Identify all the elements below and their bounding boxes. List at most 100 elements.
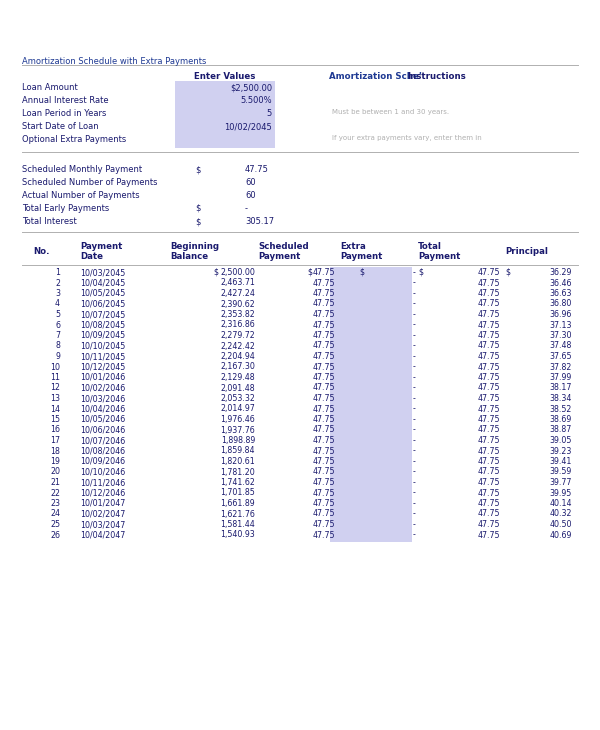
- Text: 19: 19: [50, 457, 60, 466]
- Text: 2,279.72: 2,279.72: [220, 331, 255, 340]
- Text: $: $: [505, 268, 510, 277]
- Text: 305.17: 305.17: [245, 217, 274, 226]
- Text: 2,316.86: 2,316.86: [220, 320, 255, 329]
- Text: 39.05: 39.05: [550, 436, 572, 445]
- Text: 1,898.89: 1,898.89: [221, 436, 255, 445]
- Text: 37.48: 37.48: [550, 342, 572, 350]
- Text: 47.75: 47.75: [478, 457, 500, 466]
- Text: 47.75: 47.75: [478, 436, 500, 445]
- Text: 47.75: 47.75: [478, 520, 500, 529]
- Text: 2,353.82: 2,353.82: [220, 310, 255, 319]
- Text: No.: No.: [33, 247, 49, 256]
- Text: 47.75: 47.75: [313, 499, 335, 508]
- Text: $: $: [359, 268, 364, 277]
- Text: 23: 23: [50, 499, 60, 508]
- Text: 47.75: 47.75: [313, 394, 335, 403]
- Text: -: -: [412, 426, 415, 434]
- Text: 5: 5: [55, 310, 60, 319]
- Text: 21: 21: [50, 478, 60, 487]
- Text: $: $: [418, 268, 423, 277]
- Text: Payment: Payment: [340, 252, 382, 261]
- Text: 47.75: 47.75: [245, 165, 269, 174]
- Text: 39.95: 39.95: [550, 488, 572, 498]
- Text: 40.32: 40.32: [550, 510, 572, 518]
- Text: Total Interest: Total Interest: [22, 217, 77, 226]
- Text: 47.75: 47.75: [313, 352, 335, 361]
- Text: Annual Interest Rate: Annual Interest Rate: [22, 96, 109, 105]
- Text: 10/10/2045: 10/10/2045: [80, 342, 125, 350]
- Text: 47.75: 47.75: [478, 279, 500, 288]
- Text: 47.75: 47.75: [313, 478, 335, 487]
- Text: Enter Values: Enter Values: [194, 72, 256, 81]
- Text: Amortization Sche’: Amortization Sche’: [329, 72, 422, 81]
- Text: 47.75: 47.75: [478, 268, 500, 277]
- Text: 37.13: 37.13: [550, 320, 572, 329]
- Text: 10/03/2047: 10/03/2047: [80, 520, 125, 529]
- Text: 10/02/2045: 10/02/2045: [224, 122, 272, 131]
- Text: 10/01/2047: 10/01/2047: [80, 499, 125, 508]
- Text: 37.30: 37.30: [550, 331, 572, 340]
- Text: -: -: [412, 394, 415, 403]
- Text: 1,937.76: 1,937.76: [220, 426, 255, 434]
- Text: 10/05/2046: 10/05/2046: [80, 415, 125, 424]
- Text: 5: 5: [267, 109, 272, 118]
- Text: 10/10/2046: 10/10/2046: [80, 467, 125, 477]
- Text: 47.75: 47.75: [478, 331, 500, 340]
- Text: 47.75: 47.75: [313, 510, 335, 518]
- Text: -: -: [412, 467, 415, 477]
- Text: 11: 11: [50, 373, 60, 382]
- Text: 47.75: 47.75: [478, 447, 500, 456]
- Text: Instructions: Instructions: [407, 72, 466, 81]
- Text: 47.75: 47.75: [478, 363, 500, 372]
- Text: 10/06/2046: 10/06/2046: [80, 426, 125, 434]
- Text: 37.65: 37.65: [550, 352, 572, 361]
- Text: -: -: [412, 352, 415, 361]
- Text: 47.75: 47.75: [313, 426, 335, 434]
- Text: 47.75: 47.75: [313, 436, 335, 445]
- Text: 9: 9: [55, 352, 60, 361]
- Text: 47.75: 47.75: [313, 531, 335, 539]
- Text: 38.87: 38.87: [550, 426, 572, 434]
- Text: Loan Amount: Loan Amount: [22, 83, 78, 92]
- Text: 1,581.44: 1,581.44: [220, 520, 255, 529]
- Text: 47.75: 47.75: [478, 310, 500, 319]
- Text: 40.69: 40.69: [550, 531, 572, 539]
- Text: -: -: [412, 289, 415, 298]
- Text: 47.75: 47.75: [313, 310, 335, 319]
- Text: -: -: [412, 520, 415, 529]
- Text: $: $: [307, 268, 312, 277]
- Text: 10/12/2046: 10/12/2046: [80, 488, 125, 498]
- Text: Must be between 1 and 30 years.: Must be between 1 and 30 years.: [332, 109, 449, 115]
- Text: Extra: Extra: [340, 242, 366, 251]
- Text: Start Date of Loan: Start Date of Loan: [22, 122, 98, 131]
- Text: -: -: [412, 320, 415, 329]
- Text: 2,129.48: 2,129.48: [220, 373, 255, 382]
- Text: -: -: [412, 279, 415, 288]
- Text: Scheduled Monthly Payment: Scheduled Monthly Payment: [22, 165, 142, 174]
- Text: 47.75: 47.75: [478, 510, 500, 518]
- Text: 10/09/2045: 10/09/2045: [80, 331, 125, 340]
- Text: 47.75: 47.75: [478, 531, 500, 539]
- Text: 37.99: 37.99: [550, 373, 572, 382]
- Text: 10/05/2045: 10/05/2045: [80, 289, 125, 298]
- Text: $: $: [195, 204, 200, 213]
- Text: 10/12/2045: 10/12/2045: [80, 363, 125, 372]
- Text: 47.75: 47.75: [478, 352, 500, 361]
- FancyBboxPatch shape: [330, 267, 412, 542]
- Text: -: -: [245, 204, 248, 213]
- Text: 1,820.61: 1,820.61: [220, 457, 255, 466]
- Text: 10/11/2046: 10/11/2046: [80, 478, 125, 487]
- Text: 36.63: 36.63: [550, 289, 572, 298]
- Text: -: -: [412, 331, 415, 340]
- Text: 10/04/2045: 10/04/2045: [80, 279, 125, 288]
- Text: -: -: [412, 404, 415, 413]
- Text: 47.75: 47.75: [313, 331, 335, 340]
- Text: 36.96: 36.96: [550, 310, 572, 319]
- Text: 47.75: 47.75: [478, 488, 500, 498]
- Text: 1,661.89: 1,661.89: [220, 499, 255, 508]
- Text: 22: 22: [50, 488, 60, 498]
- Text: -: -: [412, 299, 415, 309]
- Text: 2: 2: [55, 279, 60, 288]
- Text: Total Early Payments: Total Early Payments: [22, 204, 109, 213]
- Text: Loan Period in Years: Loan Period in Years: [22, 109, 106, 118]
